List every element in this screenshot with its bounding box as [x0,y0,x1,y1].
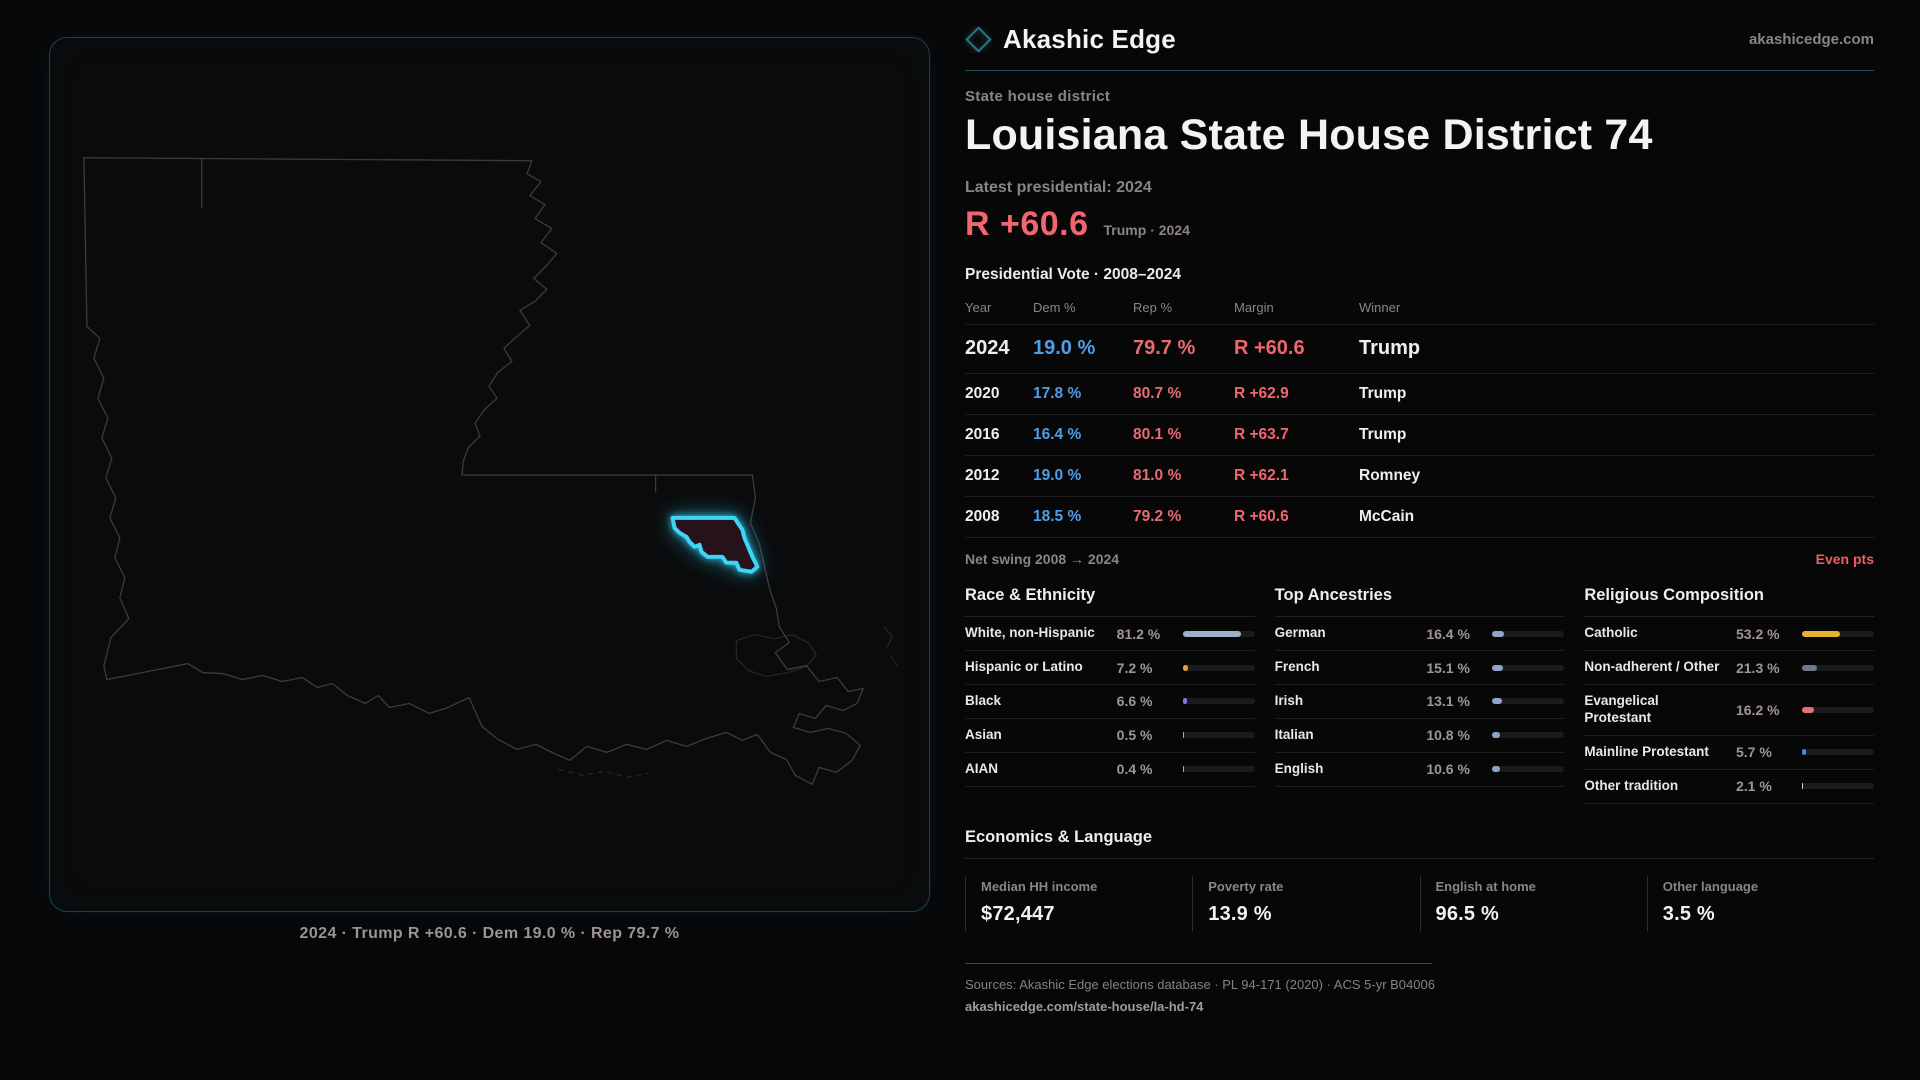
state-outline [83,157,864,785]
latest-presidential-label: Latest presidential: 2024 [965,179,1152,197]
list-item: Non-adherent / Other 21.3 % [1584,651,1874,686]
diamond-logo-icon [965,26,992,53]
district-type-kicker: State house district [965,88,1111,105]
stat-bar [1801,783,1874,790]
district-map-panel [49,37,930,912]
brand-header: Akashic Edge akashicedge.com [965,24,1874,71]
col-rep: Rep % [1133,300,1173,316]
coastal-islands [883,626,898,667]
stat-card: Median HH income $72,447 [965,875,1192,931]
col-year: Year [965,300,992,316]
ancestries-column: Top Ancestries German 16.4 % French 15.1… [1274,586,1565,787]
economics-title: Economics & Language [965,828,1874,859]
religion-column: Religious Composition Catholic 53.2 % No… [1584,586,1874,804]
stat-bar [1492,630,1565,637]
headline-margin: R +60.6 Trump · 2024 [965,205,1874,244]
list-item: Black 6.6 % [965,685,1255,719]
margin-context: Trump · 2024 [1103,222,1190,239]
table-row: 2024 19.0 % 79.7 % R +60.6 Trump [965,324,1874,373]
list-item: French 15.1 % [1274,651,1565,686]
col-margin: Margin [1234,300,1274,316]
stat-bar [1801,749,1874,756]
stat-card: Other language 3.5 % [1646,875,1874,931]
info-panel: Akashic Edge akashicedge.com State house… [965,24,1874,1014]
table-row: 2008 18.5 % 79.2 % R +60.6 McCain [965,496,1874,537]
stat-bar [1182,630,1255,637]
stat-card: English at home 96.5 % [1419,875,1647,931]
race-ethnicity-column: Race & Ethnicity White, non-Hispanic 81.… [965,586,1255,787]
brand-name: Akashic Edge [1003,24,1176,54]
list-item: Catholic 53.2 % [1584,617,1874,652]
permalink[interactable]: akashicedge.com/state-house/la-hd-74 [965,998,1204,1014]
table-row: 2012 19.0 % 81.0 % R +62.1 Romney [965,455,1874,496]
list-item: Other tradition 2.1 % [1584,770,1874,804]
net-swing-label: Net swing 2008 → 2024 [965,551,1120,568]
religion-title: Religious Composition [1584,586,1874,618]
list-item: Italian 10.8 % [1274,719,1565,753]
list-item: Hispanic or Latino 7.2 % [965,651,1255,686]
sources-text: Sources: Akashic Edge elections database… [965,976,1435,992]
presidential-table-title: Presidential Vote · 2008–2024 [965,266,1181,284]
coastal-dashed-line [558,768,650,778]
stat-bar [1492,732,1565,739]
economics-stat-cards: Median HH income $72,447 Poverty rate 13… [965,875,1874,931]
margin-value: R +60.6 [965,205,1089,244]
louisiana-map [83,157,898,785]
footer: Sources: Akashic Edge elections database… [965,962,1874,1014]
brand-site-link[interactable]: akashicedge.com [1748,31,1874,48]
list-item: AIAN 0.4 % [965,753,1255,787]
list-item: White, non-Hispanic 81.2 % [965,617,1255,652]
stat-bar [1492,766,1565,773]
stat-bar [1801,706,1874,713]
district-74-shape[interactable] [670,515,760,574]
lake-pontchartrain-outline [735,633,817,678]
footer-divider [965,962,1432,964]
economics-section: Economics & Language Median HH income $7… [965,828,1874,931]
stat-bar [1492,698,1565,705]
stat-card: Poverty rate 13.9 % [1192,875,1419,931]
list-item: Evangelical Protestant 16.2 % [1584,685,1874,736]
net-swing-value: Even pts [1815,551,1874,568]
list-item: German 16.4 % [1274,617,1565,652]
page-title: Louisiana State House District 74 [965,111,1653,159]
stat-bar [1182,664,1255,671]
list-item: English 10.6 % [1274,753,1565,787]
demographics-section: Race & Ethnicity White, non-Hispanic 81.… [965,586,1874,804]
stat-bar [1182,766,1255,773]
stat-bar [1801,630,1874,637]
table-row: 2020 17.8 % 80.7 % R +62.9 Trump [965,373,1874,414]
stat-bar [1801,664,1874,671]
map-caption: 2024 · Trump R +60.6 · Dem 19.0 % · Rep … [299,925,680,942]
stat-bar [1492,664,1565,671]
col-dem: Dem % [1033,300,1076,316]
stat-bar [1182,698,1255,705]
list-item: Asian 0.5 % [965,719,1255,753]
net-swing-row: Net swing 2008 → 2024 Even pts [965,537,1874,576]
presidential-vote-table: Year Dem % Rep % Margin Winner 2024 19.0… [965,298,1874,576]
list-item: Irish 13.1 % [1274,685,1565,719]
col-winner: Winner [1359,300,1401,316]
stat-bar [1182,732,1255,739]
table-row: 2016 16.4 % 80.1 % R +63.7 Trump [965,414,1874,455]
race-title: Race & Ethnicity [965,586,1255,618]
table-header-row: Year Dem % Rep % Margin Winner [965,298,1874,324]
ancestries-title: Top Ancestries [1274,586,1565,618]
list-item: Mainline Protestant 5.7 % [1584,736,1874,770]
